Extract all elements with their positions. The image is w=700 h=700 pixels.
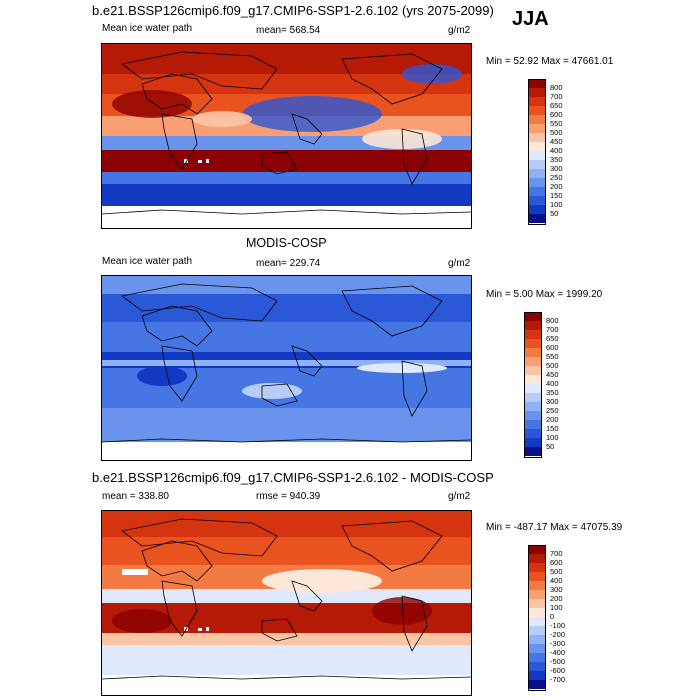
colorbar-label: -700 (550, 675, 566, 684)
colorbar-label: 0 (550, 612, 555, 621)
colorbar-label: 600 (550, 558, 563, 567)
colorbar-frame (524, 312, 542, 458)
colorbar-label: 300 (546, 397, 559, 406)
colorbar-label: 400 (550, 576, 563, 585)
colorbar-label: 600 (546, 343, 559, 352)
panel1-colorbar: 800 700 650 600 550 500 450 400 350 300 250 200 150 1… (528, 79, 608, 225)
colorbar-label: 400 (546, 379, 559, 388)
colorbar-label: 150 (546, 424, 559, 433)
panel1-units: g/m2 (448, 25, 471, 36)
panel2-units: g/m2 (448, 258, 471, 269)
panel2-map-svg (102, 276, 471, 460)
panel2-colorbar: 800 700 650 600 550 500 450 400 350 300 250 200 150 1… (524, 312, 604, 458)
colorbar-label: 550 (550, 119, 563, 128)
panel3-center-label: rmse = 940.39 (256, 491, 321, 502)
panel2-title: MODIS-COSP (246, 236, 327, 250)
panel3-units: g/m2 (448, 491, 471, 502)
panel2-left-label: Mean ice water path (102, 256, 193, 267)
colorbar-label: 150 (550, 191, 563, 200)
colorbar-label: 250 (546, 406, 559, 415)
panel3-map (101, 510, 472, 696)
panel1-map-svg (102, 44, 471, 228)
panel3-left-label: mean = 338.80 (102, 491, 169, 502)
colorbar-label: 200 (550, 182, 563, 191)
panel3-colorbar: 700 600 500 400 300 200 100 0 -100 -200 -300 -400 -5… (528, 545, 608, 691)
panel3-title: b.e21.BSSP126cmip6.f09_g17.CMIP6-SSP1-2.… (92, 470, 494, 485)
panel3-map-svg (102, 511, 471, 695)
colorbar-label: 500 (550, 567, 563, 576)
colorbar-label: 650 (546, 334, 559, 343)
colorbar-label: 350 (550, 155, 563, 164)
colorbar-label: -600 (550, 666, 566, 675)
panel1-minmax: Min = 52.92 Max = 47661.01 (486, 56, 614, 67)
colorbar-label: -100 (550, 621, 566, 630)
panel3-minmax: Min = -487.17 Max = 47075.39 (486, 522, 623, 533)
colorbar-label: 300 (550, 585, 563, 594)
colorbar-label: 200 (546, 415, 559, 424)
colorbar-label: 100 (550, 200, 563, 209)
colorbar-label: 700 (550, 549, 563, 558)
panel2-map (101, 275, 472, 461)
colorbar-label: 400 (550, 146, 563, 155)
colorbar-label: 500 (550, 128, 563, 137)
colorbar-label: 700 (546, 325, 559, 334)
panel1-map (101, 43, 472, 229)
colorbar-label: -300 (550, 639, 566, 648)
colorbar-label: 700 (550, 92, 563, 101)
colorbar-label: 50 (546, 442, 555, 451)
colorbar-label: 450 (546, 370, 559, 379)
colorbar-label: 50 (550, 209, 559, 218)
colorbar-label: 550 (546, 352, 559, 361)
panel1-title: b.e21.BSSP126cmip6.f09_g17.CMIP6-SSP1-2.… (92, 3, 494, 18)
colorbar-label: 600 (550, 110, 563, 119)
season-label: JJA (512, 8, 549, 30)
colorbar-label: 250 (550, 173, 563, 182)
colorbar-label: 800 (546, 316, 559, 325)
colorbar-label: 200 (550, 594, 563, 603)
panel2-center-label: mean= 229.74 (256, 258, 321, 269)
colorbar-frame (528, 79, 546, 225)
colorbar-label: -500 (550, 657, 566, 666)
colorbar-label: 300 (550, 164, 563, 173)
panel1-center-label: mean= 568.54 (256, 25, 321, 36)
colorbar-label: 100 (550, 603, 563, 612)
colorbar-label: 650 (550, 101, 563, 110)
colorbar-label: 500 (546, 361, 559, 370)
colorbar-label: 350 (546, 388, 559, 397)
colorbar-frame (528, 545, 546, 691)
colorbar-label: -200 (550, 630, 566, 639)
colorbar-label: 450 (550, 137, 563, 146)
panel2-minmax: Min = 5.00 Max = 1999.20 (486, 289, 603, 300)
colorbar-label: -400 (550, 648, 566, 657)
colorbar-label: 800 (550, 83, 563, 92)
colorbar-label: 100 (546, 433, 559, 442)
panel1-left-label: Mean ice water path (102, 23, 193, 34)
